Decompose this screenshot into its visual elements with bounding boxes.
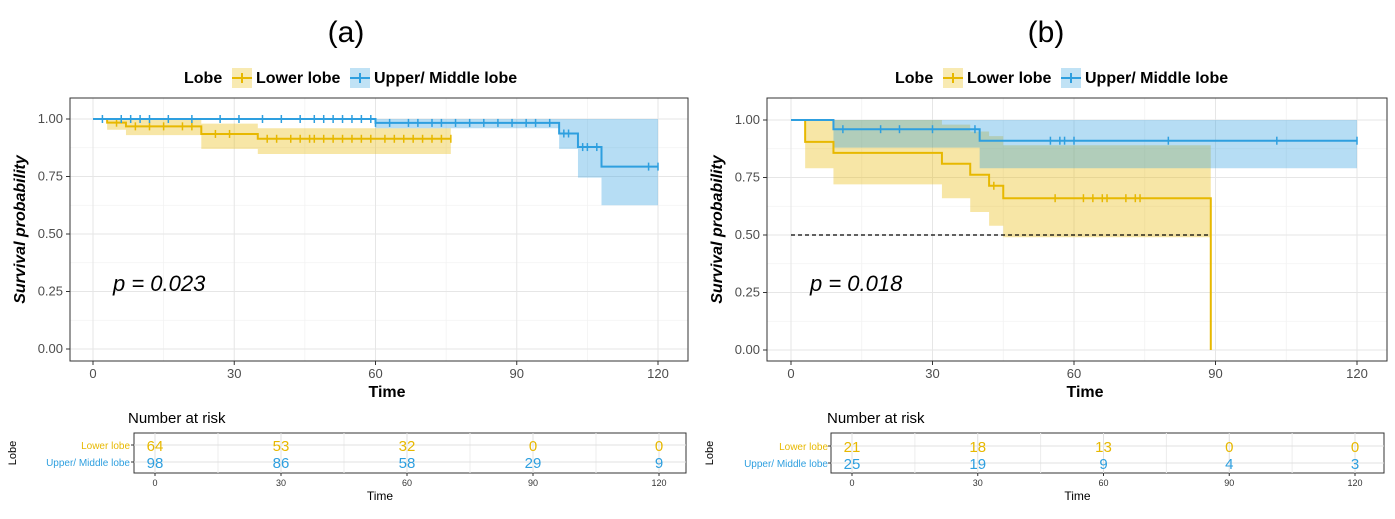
y-axis-title: Survival probability [709, 154, 726, 304]
y-tick-label: 0.50 [735, 227, 760, 242]
risk-table-border [133, 432, 687, 474]
x-tick-label: 30 [925, 366, 939, 381]
legend-label-upper: Upper/ Middle lobe [374, 70, 517, 87]
plot-border [766, 97, 1388, 362]
y-axis-title: Survival probability [12, 154, 29, 304]
survival-curve [791, 119, 1212, 350]
x-axis-title: Time [368, 384, 405, 401]
risk-count: 0 [1351, 439, 1359, 456]
x-tick-label: 0 [89, 366, 96, 381]
x-tick-label: 0 [787, 366, 794, 381]
risk-count: 21 [844, 439, 861, 456]
risk-count: 25 [844, 456, 861, 473]
risk-count: 19 [969, 456, 986, 473]
km-plot-a: 0 30 60 90 120 0.00 0.25 0.50 0.75 1.00 Time Surviv… [12, 97, 689, 401]
legend-label-upper: Upper/ Middle lobe [1085, 70, 1228, 87]
plot-background [70, 98, 688, 361]
risk-count: 0 [1225, 439, 1233, 456]
legend-label-lower: Lower lobe [967, 70, 1052, 87]
y-tick-label: 0.50 [38, 226, 63, 241]
risk-count: 29 [525, 455, 542, 472]
risk-row-label: Upper/ Middle lobe [46, 458, 130, 469]
risk-strata-title: Lobe [7, 441, 19, 465]
risk-table-b: Number at risk Lower lobe 21 18 13 0 0 Upper/ M… [704, 410, 1385, 503]
p-value-b: p = 0.018 [809, 271, 903, 296]
risk-x-tick-label: 30 [973, 478, 983, 488]
risk-x-tick-label: 120 [651, 478, 666, 488]
legend-title: Lobe [184, 70, 222, 87]
ci-ribbon [791, 120, 1211, 238]
risk-x-tick-label: 60 [402, 478, 412, 488]
risk-row-label: Upper/ Middle lobe [744, 459, 828, 470]
risk-count: 9 [655, 455, 663, 472]
risk-strata-title: Lobe [704, 441, 716, 465]
x-tick-label: 120 [1346, 366, 1368, 381]
risk-count: 3 [1351, 456, 1359, 473]
y-tick-label: 0.25 [38, 284, 63, 299]
risk-table-title: Number at risk [128, 410, 226, 427]
risk-count: 64 [147, 438, 164, 455]
panel-label-a: (a) [328, 16, 365, 49]
risk-table-title: Number at risk [827, 410, 925, 427]
risk-row-label: Lower lobe [779, 442, 828, 453]
x-tick-label: 120 [647, 366, 669, 381]
legend-a: Lobe Lower lobe Upper/ Middle lobe [184, 68, 517, 88]
risk-x-tick-label: 90 [528, 478, 538, 488]
risk-count: 9 [1099, 456, 1107, 473]
risk-count: 0 [655, 438, 663, 455]
x-tick-label: 30 [227, 366, 241, 381]
risk-row-label: Lower lobe [81, 441, 130, 452]
risk-count: 53 [273, 438, 290, 455]
risk-x-title: Time [1064, 489, 1091, 503]
x-tick-label: 60 [1067, 366, 1081, 381]
x-tick-label: 90 [510, 366, 524, 381]
legend-b: Lobe Lower lobe Upper/ Middle lobe [895, 68, 1228, 88]
risk-count: 0 [529, 438, 537, 455]
km-plot-b: 0 30 60 90 120 0.00 0.25 0.50 0.75 1.00 Time Surviv… [709, 97, 1388, 401]
x-tick-label: 60 [368, 366, 382, 381]
legend-label-lower: Lower lobe [256, 70, 341, 87]
y-tick-label: 0.25 [735, 285, 760, 300]
risk-x-tick-label: 0 [152, 478, 157, 488]
risk-table-a: Number at risk Lower lobe 64 53 32 0 0 Upper/ M… [7, 410, 687, 503]
ci-ribbon [93, 119, 658, 206]
risk-x-title: Time [367, 489, 394, 503]
x-tick-label: 90 [1208, 366, 1222, 381]
risk-count: 32 [399, 438, 416, 455]
p-value-a: p = 0.023 [112, 271, 206, 296]
risk-x-tick-label: 60 [1098, 478, 1108, 488]
risk-count: 13 [1095, 439, 1112, 456]
risk-x-tick-label: 120 [1347, 478, 1362, 488]
y-tick-label: 0.75 [38, 169, 63, 184]
risk-x-tick-label: 0 [849, 478, 854, 488]
risk-count: 98 [147, 455, 164, 472]
panel-label-b: (b) [1028, 16, 1065, 49]
risk-count: 18 [969, 439, 986, 456]
risk-count: 58 [399, 455, 416, 472]
risk-x-tick-label: 90 [1224, 478, 1234, 488]
risk-x-tick-label: 30 [276, 478, 286, 488]
y-tick-label: 0.00 [735, 342, 760, 357]
plot-background [767, 98, 1387, 361]
y-tick-label: 1.00 [38, 111, 63, 126]
risk-count: 4 [1225, 456, 1233, 473]
x-axis-title: Time [1066, 384, 1103, 401]
legend-title: Lobe [895, 70, 933, 87]
y-tick-label: 0.75 [735, 170, 760, 185]
survival-curve [791, 119, 1357, 142]
y-tick-label: 1.00 [735, 112, 760, 127]
risk-count: 86 [273, 455, 290, 472]
y-tick-label: 0.00 [38, 341, 63, 356]
plot-border [69, 97, 689, 362]
